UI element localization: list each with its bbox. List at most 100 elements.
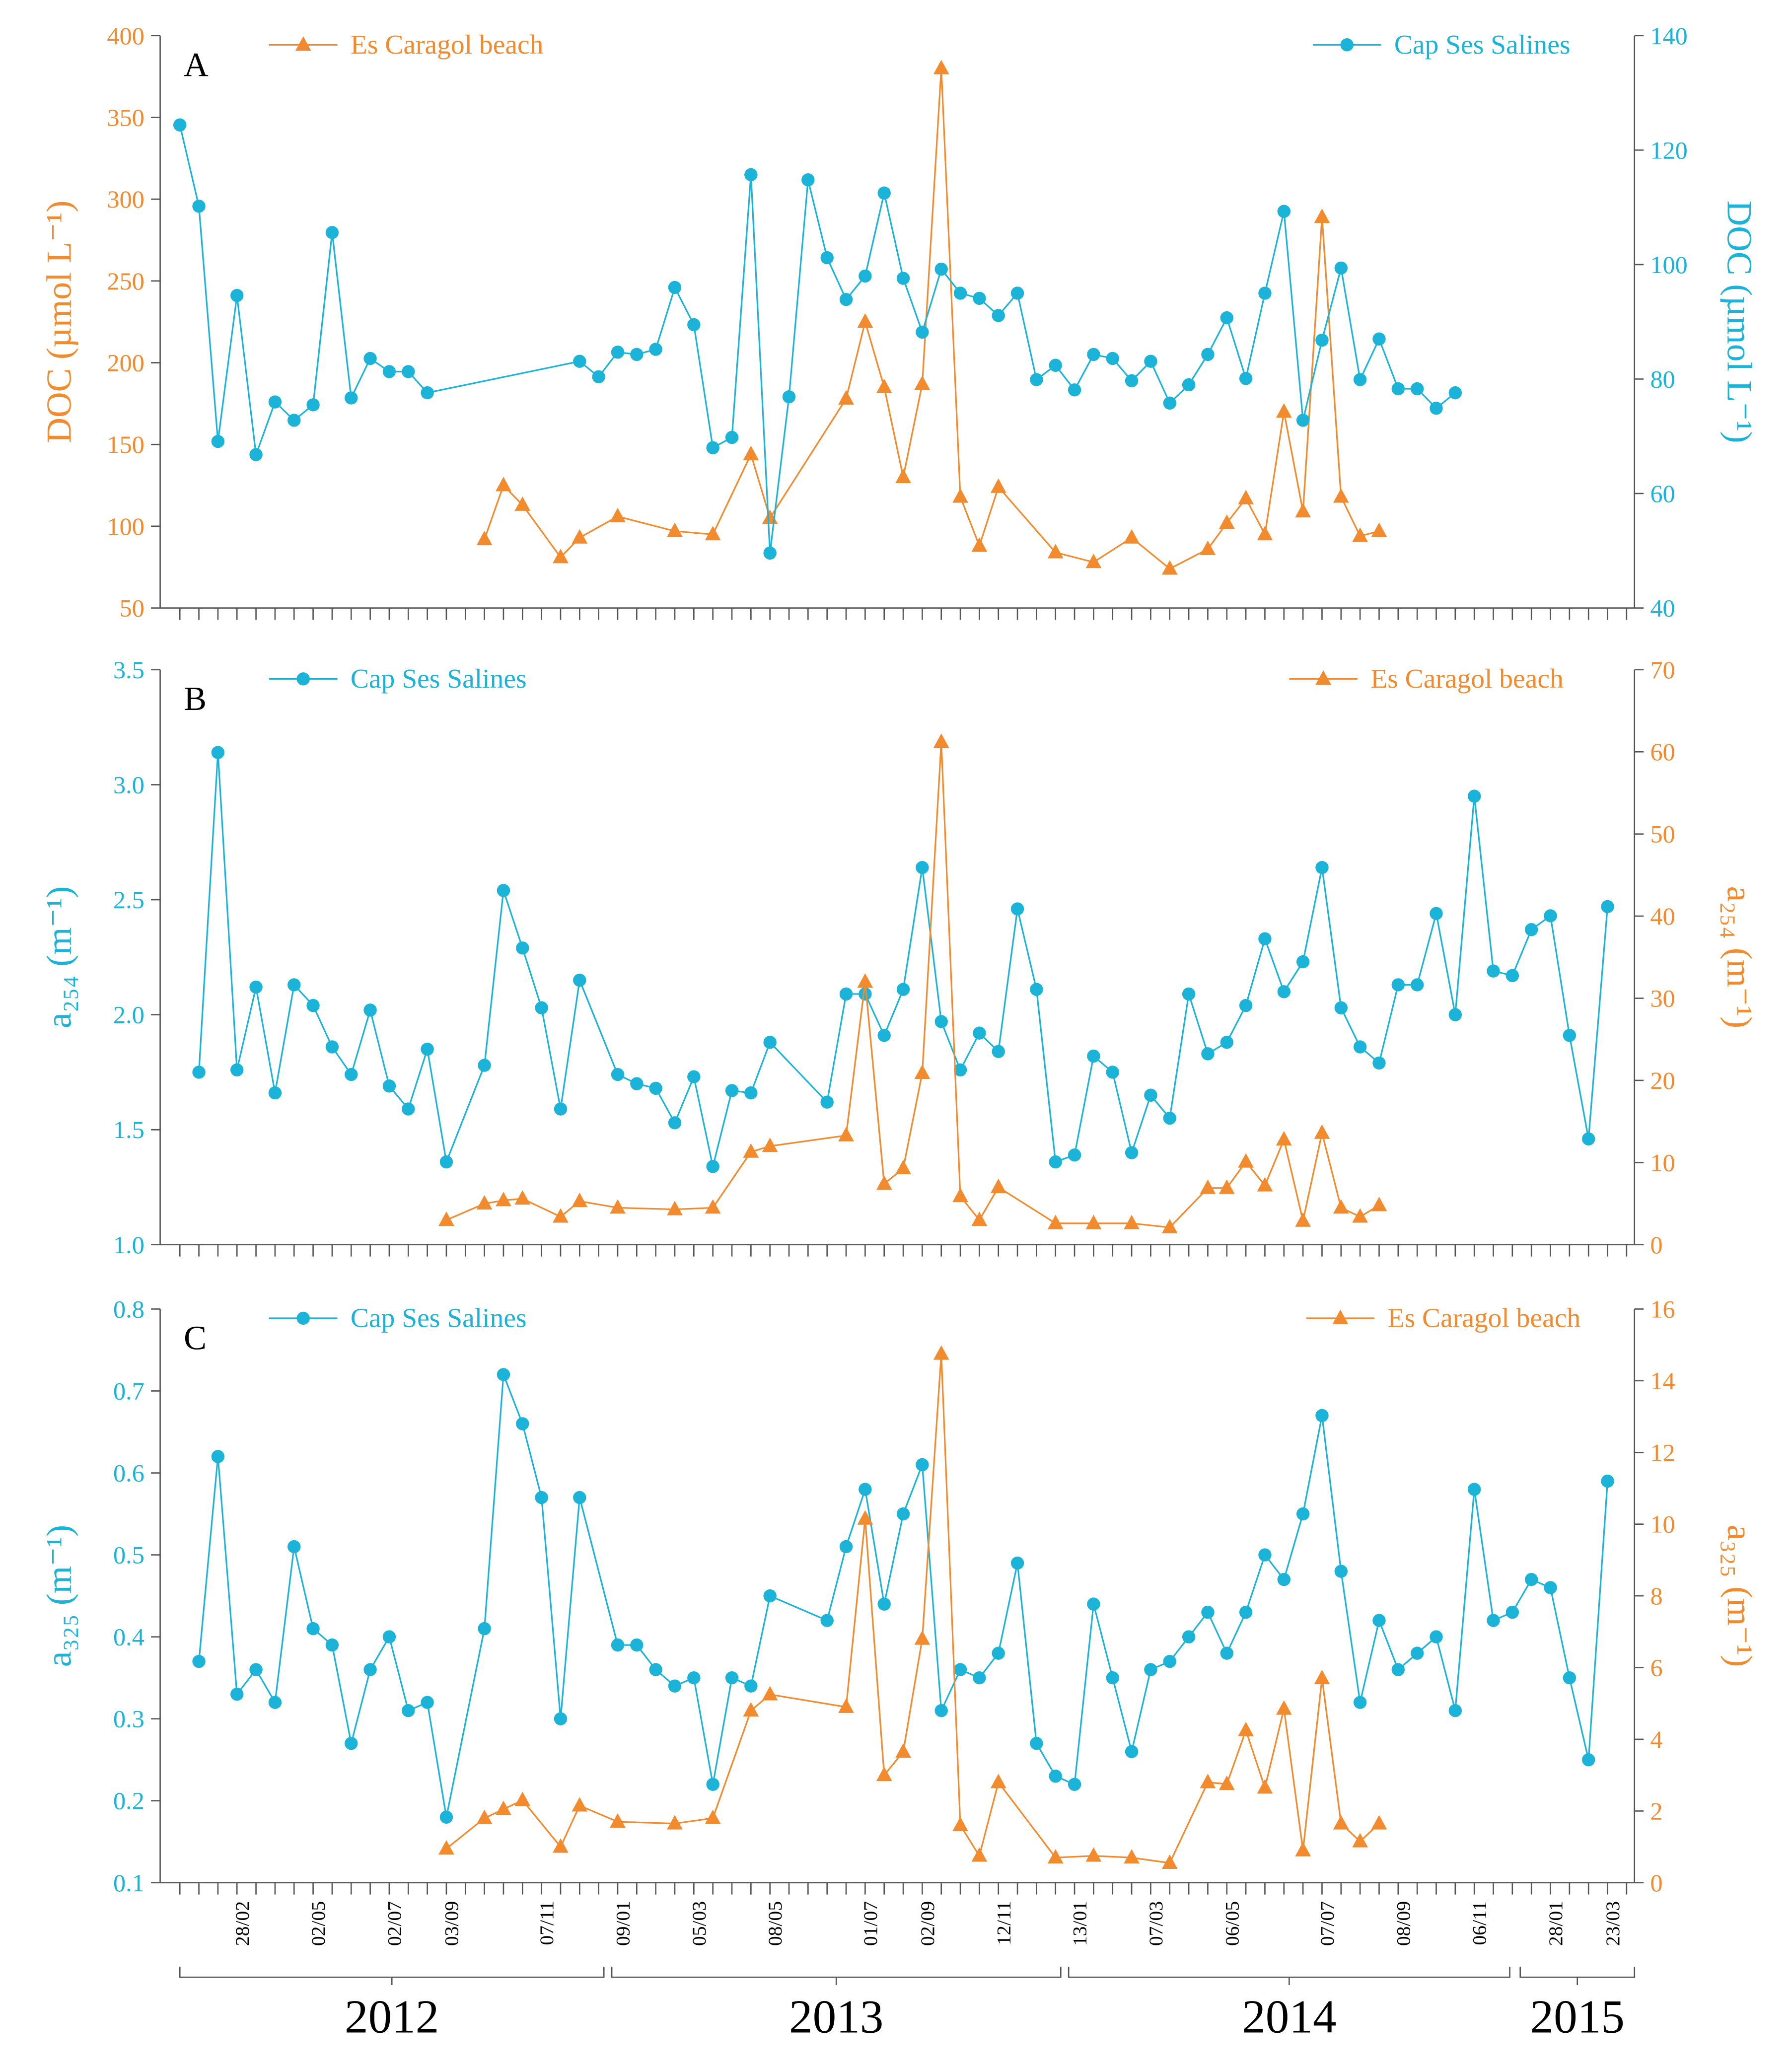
circle-marker — [1258, 286, 1272, 300]
circle-marker — [1296, 1507, 1310, 1521]
circle-marker — [287, 978, 301, 992]
legend-label: Es Caragol beach — [1370, 664, 1564, 694]
circle-marker — [953, 1063, 967, 1077]
circle-marker — [211, 1450, 225, 1463]
triangle-marker — [1200, 1774, 1216, 1788]
triangle-marker — [1295, 503, 1311, 518]
circle-marker — [1391, 382, 1405, 396]
circle-marker — [1544, 1581, 1557, 1594]
circle-marker — [1448, 1008, 1462, 1021]
circle-marker — [839, 1540, 853, 1554]
y-tick-label: 400 — [107, 22, 144, 50]
y2-tick-label: 6 — [1650, 1654, 1662, 1682]
circle-marker — [668, 1116, 682, 1130]
triangle-marker — [933, 733, 949, 748]
circle-marker — [1296, 955, 1310, 969]
y-tick-label: 50 — [120, 594, 144, 622]
circle-marker — [839, 292, 853, 306]
triangle-marker — [1295, 1842, 1311, 1856]
triangle-marker — [1257, 1779, 1273, 1794]
triangle-marker — [705, 526, 721, 541]
y-tick-label: 3.5 — [113, 656, 144, 684]
circle-marker — [649, 1663, 662, 1676]
circle-marker — [1601, 900, 1614, 914]
circle-marker — [1315, 1409, 1329, 1423]
circle-marker — [1410, 1646, 1424, 1660]
triangle-marker — [1047, 544, 1064, 559]
circle-marker — [992, 1045, 1005, 1058]
circle-marker — [1372, 1614, 1386, 1627]
year-label: 2015 — [1530, 1991, 1625, 2043]
y2-tick-label: 10 — [1650, 1148, 1675, 1176]
circle-marker — [744, 1679, 758, 1693]
circle-marker — [1334, 261, 1348, 275]
circle-marker — [287, 1540, 301, 1554]
year-bracket — [1068, 1967, 1510, 1986]
triangle-marker — [838, 1698, 854, 1713]
circle-marker — [1563, 1671, 1577, 1685]
y-tick-label: 0.3 — [113, 1705, 144, 1733]
triangle-marker — [1200, 540, 1216, 555]
legend-label: Es Caragol beach — [351, 30, 544, 60]
circle-marker — [1277, 985, 1291, 998]
circle-marker — [1315, 860, 1329, 874]
circle-marker — [382, 365, 396, 378]
triangle-marker — [610, 1199, 626, 1214]
x-tick-label: 07/03 — [1145, 1901, 1167, 1946]
circle-marker — [1448, 386, 1462, 400]
circle-marker — [1353, 373, 1367, 386]
circle-marker — [192, 1654, 206, 1668]
triangle-marker — [1332, 1309, 1349, 1324]
circle-marker — [439, 1155, 453, 1169]
circle-marker — [1505, 1605, 1519, 1619]
y-axis-title: DOC (µmol L⁻¹) — [39, 201, 78, 443]
circle-marker — [1049, 1155, 1062, 1169]
circle-marker — [345, 391, 358, 405]
y2-tick-label: 40 — [1650, 594, 1675, 622]
y-tick-label: 0.5 — [113, 1541, 144, 1569]
circle-marker — [249, 448, 263, 461]
circle-marker — [744, 1086, 758, 1100]
triangle-marker — [1333, 488, 1349, 503]
circle-marker — [478, 1059, 491, 1072]
circle-marker — [1144, 1088, 1157, 1102]
y2-tick-label: 50 — [1650, 820, 1675, 848]
triangle-marker — [438, 1212, 454, 1226]
circle-marker — [1353, 1040, 1367, 1054]
triangle-marker — [705, 1199, 721, 1214]
x-tick-label: 08/05 — [764, 1901, 786, 1946]
triangle-marker — [572, 1797, 588, 1812]
circle-marker — [630, 348, 644, 361]
triangle-marker — [553, 1838, 569, 1853]
year-bracket — [611, 1967, 1062, 1986]
triangle-marker — [933, 1345, 949, 1360]
triangle-marker — [914, 375, 931, 390]
triangle-marker — [1047, 1849, 1064, 1864]
y-tick-label: 0.1 — [113, 1869, 144, 1897]
triangle-marker — [1161, 560, 1178, 575]
y2-tick-label: 120 — [1650, 136, 1687, 164]
y2-tick-label: 0 — [1650, 1231, 1662, 1259]
circle-marker — [611, 346, 625, 359]
y-tick-label: 0.7 — [113, 1377, 144, 1405]
triangle-marker — [1085, 1847, 1102, 1862]
x-tick-label: 08/09 — [1392, 1901, 1414, 1946]
triangle-marker — [1371, 1815, 1387, 1830]
circle-marker — [325, 1040, 339, 1054]
triangle-marker — [1124, 529, 1140, 544]
legend-label: Cap Ses Salines — [1394, 30, 1571, 60]
circle-marker — [1220, 311, 1233, 325]
y-tick-label: 1.5 — [113, 1116, 144, 1143]
circle-marker — [306, 1622, 320, 1636]
y2-tick-label: 100 — [1650, 251, 1687, 279]
circle-marker — [325, 1638, 339, 1652]
triangle-marker — [667, 1201, 683, 1215]
circle-marker — [1068, 1778, 1081, 1791]
circle-marker — [934, 262, 948, 276]
circle-marker — [535, 1491, 548, 1504]
y-tick-label: 3.0 — [113, 771, 144, 798]
circle-marker — [345, 1068, 358, 1081]
triangle-marker — [1047, 1214, 1064, 1229]
triangle-marker — [895, 1743, 911, 1758]
circle-marker — [1201, 1605, 1215, 1619]
